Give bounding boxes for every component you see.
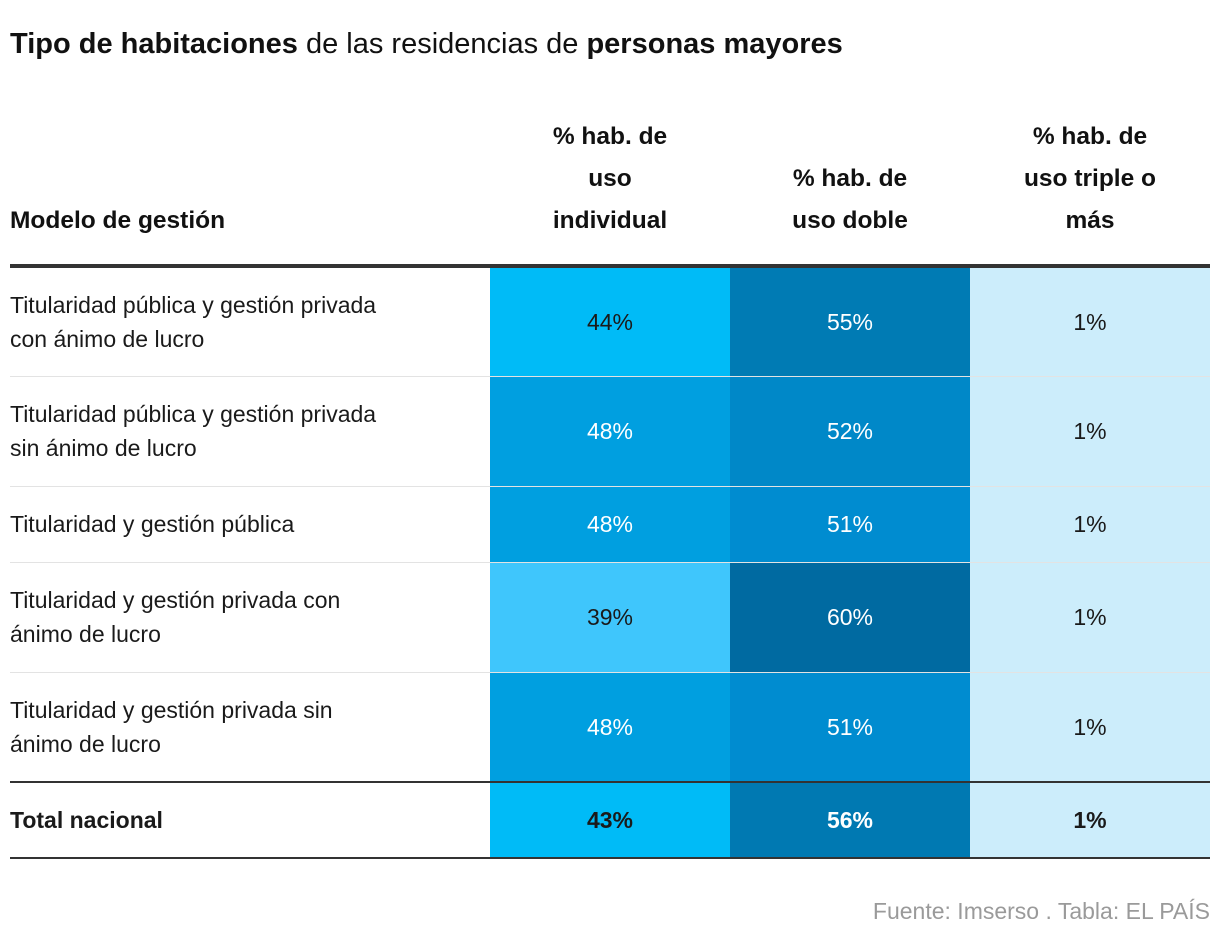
rooms-table: Modelo de gestión % hab. de uso individual%… [10, 108, 1210, 859]
title-part-2: de las residencias de [297, 28, 587, 60]
column-header-1-line-1: uso [588, 165, 632, 192]
column-header-3-line-2: más [1065, 207, 1115, 234]
column-header-2-line-1: uso doble [792, 207, 908, 234]
table-row-3-value-0: 39% [490, 562, 730, 673]
table-row-3-value-2: 1% [970, 562, 1210, 673]
table-header: Modelo de gestión % hab. de uso individual%… [10, 108, 1210, 268]
column-header-1: % hab. de uso individual [490, 108, 730, 268]
table-row-2-label-line-0: Titularidad y gestión pública [10, 511, 295, 537]
table-row-1: Titularidad pública y gestión privada sin… [10, 376, 1210, 487]
table-row-1-label-line-0: Titularidad pública y gestión privada [10, 401, 377, 427]
table-row-2-value-0: 48% [490, 486, 730, 563]
table-row-2-value-1: 51% [730, 486, 970, 563]
total-row-label-line-0: Total nacional [10, 807, 163, 833]
table-row-2-label: Titularidad y gestión pública [10, 486, 490, 563]
table-row-3-label: Titularidad y gestión privada con ánimo d… [10, 562, 490, 673]
table-row-4-value-0: 48% [490, 672, 730, 783]
table-row-4-value-1: 51% [730, 672, 970, 783]
column-header-1-line-0: % hab. de [552, 123, 668, 150]
table-row-0-value-0: 44% [490, 266, 730, 377]
table-row-0: Titularidad pública y gestión privada con… [10, 266, 1210, 377]
table-row-0-value-1: 55% [730, 266, 970, 377]
title-part-3: personas mayores [586, 28, 843, 60]
table-row-0-label-line-0: Titularidad pública y gestión privada [10, 291, 377, 318]
column-header-2: % hab. de uso doble [730, 108, 970, 268]
table-row-2-value-2: 1% [970, 486, 1210, 563]
total-row-value-0: 43% [490, 782, 730, 859]
column-header-1-line-2: individual [552, 207, 668, 234]
table-row-4-label-line-1: ánimo de lucro [10, 730, 161, 757]
total-row: Total nacional 43% 56% 1% [10, 782, 1210, 859]
table-row-1-value-0: 48% [490, 376, 730, 487]
table-row-0-label: Titularidad pública y gestión privada con… [10, 266, 490, 377]
table-row-1-value-2: 1% [970, 376, 1210, 487]
table-row-1-label: Titularidad pública y gestión privada sin… [10, 376, 490, 487]
table-row-0-value-2: 1% [970, 266, 1210, 377]
table-row-1-value-1: 52% [730, 376, 970, 487]
total-row-value-2: 1% [970, 782, 1210, 859]
table-row-1-label-line-1: sin ánimo de lucro [10, 435, 197, 461]
column-header-3-line-0: % hab. de [1032, 123, 1148, 150]
source-note: Fuente: Imserso . Tabla: EL PAÍS [872, 898, 1210, 924]
column-header-3: % hab. de uso triple o más [970, 108, 1210, 268]
title-part-1: Tipo de habitaciones [10, 28, 298, 60]
table-row-0-label-line-1: con ánimo de lucro [10, 325, 205, 352]
total-row-value-1: 56% [730, 782, 970, 859]
table-row-4-value-2: 1% [970, 672, 1210, 783]
column-header-0-line-0: Modelo de gestión [10, 207, 226, 234]
table-row-4-label-line-0: Titularidad y gestión privada sin [10, 696, 333, 723]
column-header-0: Modelo de gestión [10, 108, 490, 268]
header-row: Modelo de gestión % hab. de uso individual%… [10, 108, 1210, 268]
table-row-4-label: Titularidad y gestión privada sin ánimo d… [10, 672, 490, 783]
column-header-2-line-0: % hab. de [792, 165, 908, 192]
table-row-3: Titularidad y gestión privada con ánimo d… [10, 562, 1210, 673]
total-row-label: Total nacional [10, 782, 490, 859]
chart-title: Tipo de habitaciones de las residencias … [10, 26, 1210, 62]
column-header-3-line-1: uso triple o [1023, 165, 1157, 192]
table-row-3-label-line-0: Titularidad y gestión privada con [10, 587, 341, 613]
table-row-4: Titularidad y gestión privada sin ánimo d… [10, 672, 1210, 783]
table-row-3-value-1: 60% [730, 562, 970, 673]
table-row-3-label-line-1: ánimo de lucro [10, 621, 161, 647]
table-row-2: Titularidad y gestión pública 48% 51% 1% [10, 486, 1210, 563]
table-body: Titularidad pública y gestión privada con… [10, 266, 1210, 859]
